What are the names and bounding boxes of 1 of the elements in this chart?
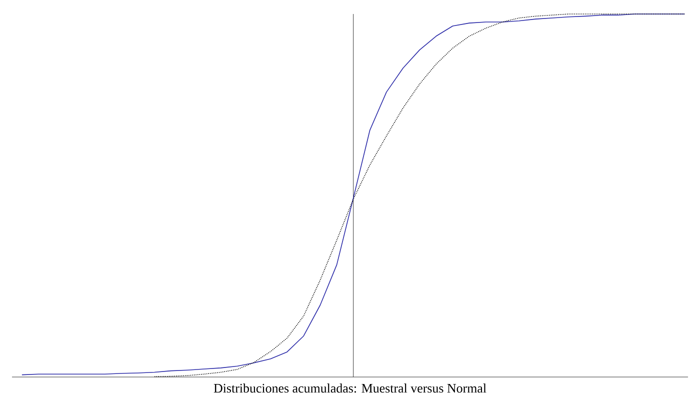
x-axis-title: Distribuciones acumuladas: Muestral versus Normal [214, 384, 486, 393]
